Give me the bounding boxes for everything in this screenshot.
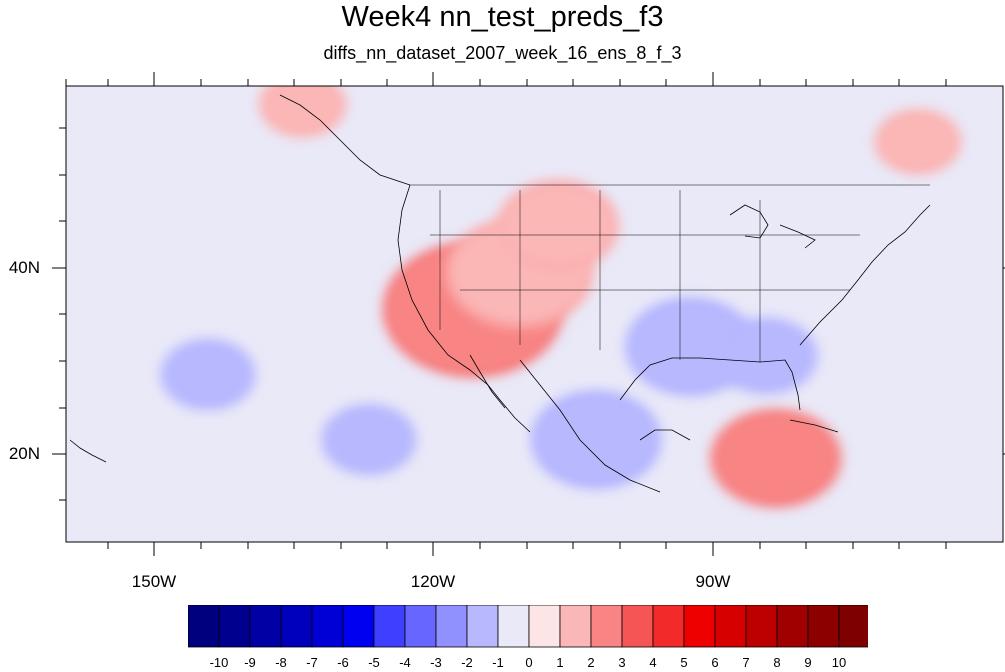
colorbar-swatch-3 bbox=[280, 605, 313, 648]
colorbar-swatch-8 bbox=[435, 605, 468, 648]
colorbar-swatch-17 bbox=[714, 605, 747, 648]
colorbar-swatch-11 bbox=[528, 605, 561, 648]
map-subtitle: diffs_nn_dataset_2007_week_16_ens_8_f_3 bbox=[323, 43, 682, 63]
colorbar-swatch-20 bbox=[807, 605, 840, 648]
colorbar-swatch-6 bbox=[373, 605, 406, 648]
colorbar-swatch-13 bbox=[590, 605, 623, 648]
colorbar-swatch-10 bbox=[497, 605, 530, 648]
colorbar-label: -2 bbox=[461, 655, 473, 670]
anomaly-contour-10-1 bbox=[258, 86, 347, 138]
lon-label-120w: 120W bbox=[410, 572, 456, 591]
anomaly-contour-8-1 bbox=[321, 403, 417, 476]
state-borders bbox=[410, 184, 930, 362]
colorbar-label: -9 bbox=[244, 655, 256, 670]
colorbar-label: -10 bbox=[209, 655, 229, 670]
colorbar-label: 5 bbox=[680, 655, 688, 670]
colorbar-label: 6 bbox=[711, 655, 719, 670]
plot-border-and-ticks bbox=[52, 72, 1005, 556]
colorbar-swatch-5 bbox=[342, 605, 375, 648]
colorbar-swatch-18 bbox=[745, 605, 778, 648]
anomaly-contour-6-1 bbox=[709, 408, 842, 508]
map-title: Week4 nn_test_preds_f3 bbox=[341, 1, 664, 33]
colorbar-label: 0 bbox=[525, 655, 533, 670]
anomaly-contour-5-1 bbox=[530, 390, 663, 490]
colorbar-swatch-4 bbox=[311, 605, 344, 648]
lon-label-150w: 150W bbox=[131, 572, 177, 591]
lat-label-40n: 40N bbox=[8, 258, 40, 277]
colorbar-label: -5 bbox=[368, 655, 380, 670]
colorbar-label: 7 bbox=[742, 655, 750, 670]
colorbar-label: 8 bbox=[773, 655, 781, 670]
colorbar-label: -6 bbox=[337, 655, 349, 670]
coastlines bbox=[69, 94, 931, 493]
colorbar-swatch-2 bbox=[249, 605, 282, 648]
anomaly-contour-4-1 bbox=[714, 317, 818, 395]
colorbar-swatch-16 bbox=[683, 605, 716, 648]
colorbar-swatch-14 bbox=[621, 605, 654, 648]
colorbar-swatch-15 bbox=[652, 605, 685, 648]
colorbar-label: 10 bbox=[831, 655, 847, 670]
colorbar bbox=[188, 605, 868, 648]
anomaly-contour-2-1 bbox=[496, 179, 620, 272]
colorbar-swatch-12 bbox=[559, 605, 592, 648]
colorbar-swatch-9 bbox=[466, 605, 499, 648]
lat-label-20n: 20N bbox=[8, 444, 40, 463]
colorbar-label: -7 bbox=[306, 655, 318, 670]
colorbar-swatch-0 bbox=[188, 605, 220, 648]
colorbar-label: -4 bbox=[399, 655, 411, 670]
anomaly-layer bbox=[160, 86, 962, 508]
colorbar-label: 2 bbox=[587, 655, 595, 670]
colorbar-label: 3 bbox=[618, 655, 626, 670]
colorbar-label: -3 bbox=[430, 655, 442, 670]
colorbar-swatch-19 bbox=[776, 605, 809, 648]
colorbar-label: -8 bbox=[275, 655, 287, 670]
colorbar-swatch-7 bbox=[404, 605, 437, 648]
colorbar-swatch-1 bbox=[218, 605, 251, 648]
colorbar-label: 1 bbox=[556, 655, 564, 670]
map-plot bbox=[52, 72, 1005, 556]
colorbar-swatch-21 bbox=[838, 605, 868, 648]
lon-label-90w: 90W bbox=[695, 572, 731, 591]
anomaly-contour-9-1 bbox=[873, 108, 962, 175]
colorbar-label: 4 bbox=[649, 655, 657, 670]
anomaly-contour-7-1 bbox=[160, 338, 256, 411]
colorbar-label: 9 bbox=[804, 655, 812, 670]
colorbar-label: -1 bbox=[492, 655, 504, 670]
